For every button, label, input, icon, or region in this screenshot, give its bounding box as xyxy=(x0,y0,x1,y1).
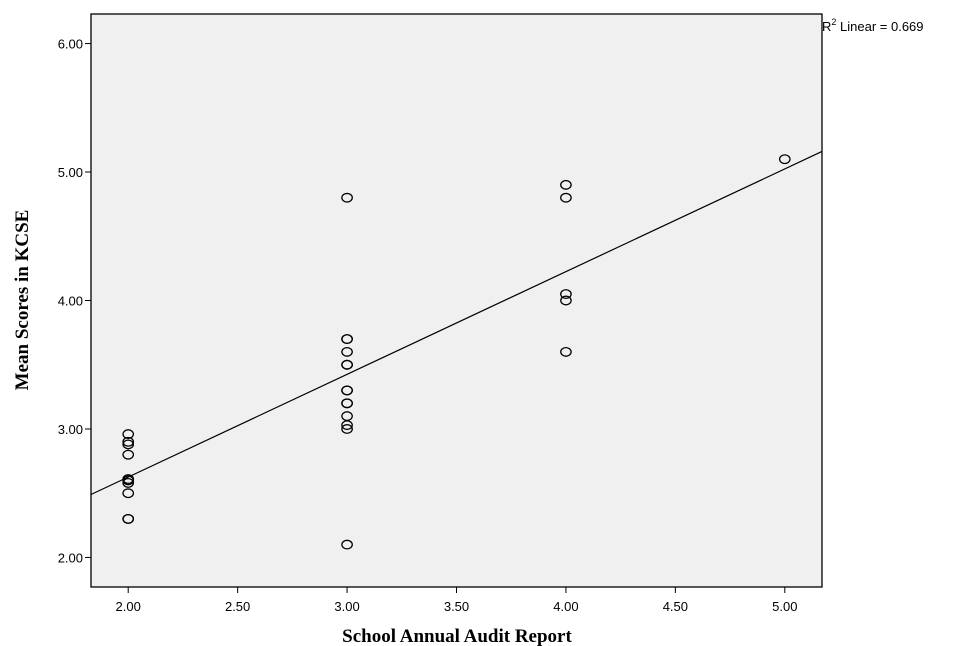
data-point xyxy=(341,346,353,357)
x-tick-label: 2.00 xyxy=(116,599,141,614)
x-axis-ticks: 2.00 2.50 3.00 3.50 4.00 4.50 5.00 xyxy=(116,587,797,614)
data-point xyxy=(341,334,353,344)
r-squared-annotation: R2 Linear = 0.669 xyxy=(822,17,924,34)
data-point xyxy=(778,154,791,165)
data-point xyxy=(341,539,353,550)
y-axis-ticks: 2.00 3.00 4.00 5.00 6.00 xyxy=(58,37,91,565)
data-point xyxy=(341,385,353,396)
data-point xyxy=(122,449,135,460)
data-point xyxy=(341,420,353,431)
data-point xyxy=(560,346,572,357)
data-point xyxy=(341,359,353,370)
x-tick-label: 3.50 xyxy=(444,599,469,614)
data-point xyxy=(122,429,135,440)
data-point xyxy=(122,436,135,447)
y-tick-label: 5.00 xyxy=(58,165,83,180)
data-points xyxy=(122,154,791,550)
y-tick-label: 6.00 xyxy=(58,37,83,52)
plot-area xyxy=(90,13,823,588)
r-squared-superscript: 2 xyxy=(831,17,836,27)
y-tick-label: 3.00 xyxy=(58,422,83,437)
data-point xyxy=(341,424,353,434)
data-point xyxy=(341,192,353,203)
data-point xyxy=(122,513,135,524)
x-tick-label: 2.50 xyxy=(225,599,250,614)
y-tick-label: 4.00 xyxy=(58,294,83,309)
data-point xyxy=(122,477,135,488)
y-axis-title: Mean Scores in KCSE xyxy=(12,210,33,391)
x-tick-label: 4.50 xyxy=(663,599,688,614)
data-point xyxy=(560,192,572,203)
x-axis-title: School Annual Audit Report xyxy=(342,626,572,646)
data-point xyxy=(560,295,572,306)
data-point xyxy=(122,488,135,499)
x-tick-label: 4.00 xyxy=(553,599,578,614)
x-tick-label: 5.00 xyxy=(772,599,797,614)
data-point xyxy=(122,475,135,486)
y-tick-label: 2.00 xyxy=(58,550,83,565)
x-tick-label: 3.00 xyxy=(334,599,359,614)
data-point xyxy=(341,398,353,409)
data-point xyxy=(560,179,572,190)
r-squared-prefix: R xyxy=(822,19,831,34)
regression-line xyxy=(90,150,823,496)
r-squared-suffix: Linear = 0.669 xyxy=(836,19,923,34)
data-point xyxy=(560,289,572,300)
data-point xyxy=(122,439,135,450)
